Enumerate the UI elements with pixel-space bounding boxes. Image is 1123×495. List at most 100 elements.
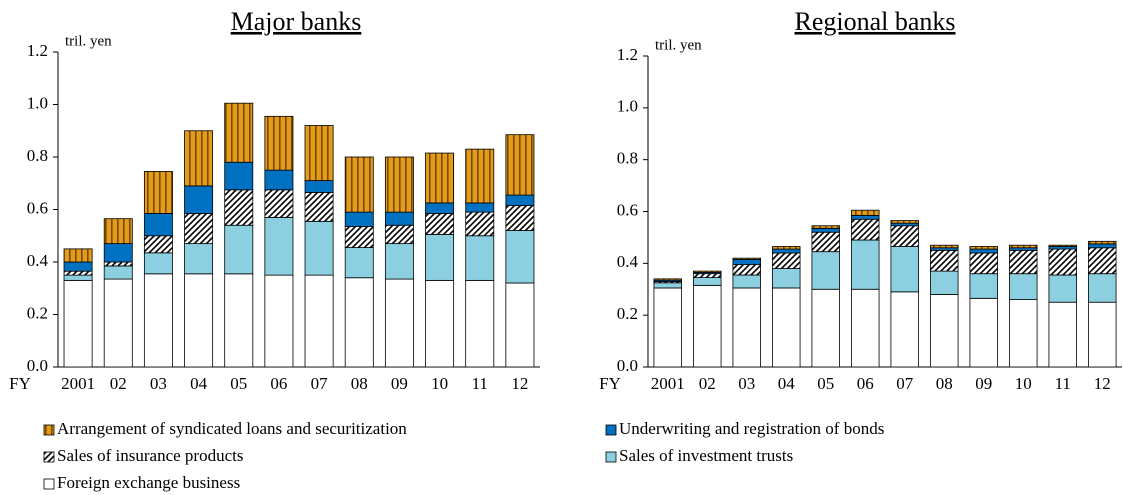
y-tick-label: 0.8 [27,146,48,165]
bar-segment [653,278,682,281]
bar-segment [1009,299,1038,368]
x-tick-label: 07 [311,374,329,393]
bar-segment [969,297,998,368]
x-tick-label: 04 [778,374,796,393]
bar-segment [732,259,761,266]
bar-segment [425,234,455,281]
bar-segment [1088,243,1117,249]
bar-segment [693,284,722,368]
bar-segment [505,194,535,206]
bar-segment [1048,274,1077,303]
bar-segment [264,274,294,368]
x-tick-label: 12 [1094,374,1111,393]
bar-segment [772,246,801,250]
bar-segment [103,265,133,280]
bar-segment [384,156,414,213]
bar-segment [184,185,214,214]
x-tick-label: 02 [110,374,127,393]
bar-segment [224,161,254,191]
x-tick-label: 10 [431,374,448,393]
bar-segment [1088,301,1117,368]
bar-segment [143,235,173,254]
bar-segment [344,156,374,213]
bar-segment [772,252,801,269]
y-tick-label: 1.2 [27,41,48,60]
bar-segment [732,274,761,289]
bar-segment [264,216,294,276]
chart-title: Regional banks [794,7,955,36]
x-tick-label: 05 [817,374,834,393]
bar-segment [304,125,334,182]
legend-label: Foreign exchange business [57,473,240,492]
bar-segment [224,273,254,368]
chart-title: Major banks [231,7,362,36]
x-tick-label: 08 [936,374,953,393]
x-tick-label: 09 [975,374,992,393]
bar-segment [425,279,455,368]
bar-segment [890,246,919,293]
bar-segment [1048,301,1077,368]
x-tick-label: 11 [472,374,488,393]
bar-segment [851,239,880,290]
x-tick-label: 03 [150,374,167,393]
bar-segment [63,270,93,276]
bar-segment [425,202,455,214]
x-tick-label: 06 [270,374,287,393]
bar-segment [969,252,998,275]
bar-segment [143,273,173,368]
bar-segment [505,134,535,196]
bar-segment [890,291,919,368]
y-tick-label: 0.0 [27,356,48,375]
bar-segment [851,288,880,368]
x-tick-label: 08 [351,374,368,393]
bar-segment [772,287,801,368]
bar-segment [732,257,761,260]
bar-segment [425,213,455,235]
bar-segment [732,287,761,368]
bar-segment [63,248,93,263]
bar-segment [63,261,93,272]
y-tick-label: 1.0 [617,97,638,116]
bar-segment [465,211,495,237]
bar-segment [505,282,535,368]
bar-segment [969,248,998,254]
bar-segment [143,171,173,214]
bar-segment [103,278,133,368]
bar-segment [772,248,801,254]
bar-segment [384,243,414,280]
bar-segment [384,211,414,226]
bar-segment [1009,244,1038,249]
legend-label: Underwriting and registration of bonds [619,419,884,438]
bar-segment [890,220,919,224]
bar-segment [304,274,334,368]
x-tick-label: 2001 [651,374,685,393]
bar-segment [1048,244,1077,247]
x-tick-label: 09 [391,374,408,393]
bar-segment [930,294,959,368]
x-tick-label: 03 [738,374,755,393]
bar-segment [384,224,414,245]
bar-segment [930,270,959,295]
bar-segment [1009,273,1038,301]
bar-segment [653,282,682,289]
bar-segment [425,152,455,204]
bar-segment [732,264,761,276]
bar-segment [811,225,840,229]
bar-segment [103,261,133,267]
x-tick-label: 06 [857,374,874,393]
x-prefix: FY [599,374,621,393]
bar-segment [184,243,214,275]
bar-segment [264,189,294,218]
bar-segment [930,244,959,249]
y-tick-label: 0.4 [27,251,49,270]
bar-segment [1009,249,1038,275]
bar-segment [1088,240,1117,245]
bar-segment [465,202,495,213]
bar-segment [1048,248,1077,276]
y-tick-label: 1.0 [27,93,48,112]
legend-label: Sales of investment trusts [619,446,793,465]
legend-swatch [605,424,617,436]
bar-segment [811,251,840,290]
legend-swatch [43,451,55,463]
y-tick-label: 1.2 [617,45,638,64]
